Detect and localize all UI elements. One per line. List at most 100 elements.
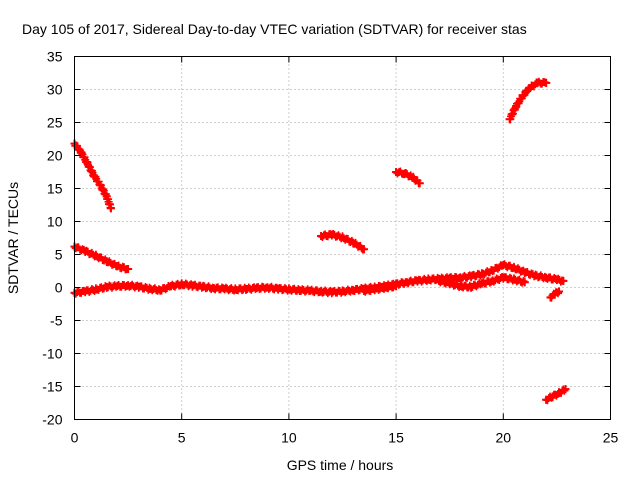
data-point: [145, 284, 154, 293]
data-point: [349, 286, 358, 295]
data-point: [113, 282, 122, 291]
data-point: [531, 271, 540, 280]
data-point: [188, 281, 197, 290]
series-track-dip-15: [359, 281, 401, 296]
data-point: [274, 284, 283, 293]
data-point: [177, 280, 186, 289]
data-point: [520, 278, 529, 287]
data-point: [542, 78, 551, 87]
data-point: [381, 283, 390, 292]
chart-title: Day 105 of 2017, Sidereal Day-to-day VTE…: [22, 21, 527, 37]
data-point: [327, 288, 336, 297]
y-tick-label: -5: [50, 313, 63, 329]
series-track-22h-small: [546, 287, 564, 302]
data-point: [392, 168, 401, 176]
data-point: [456, 273, 465, 282]
data-point: [505, 115, 514, 124]
data-point: [559, 276, 568, 285]
data-marks: [505, 77, 551, 124]
data-point: [546, 293, 555, 302]
data-point: [242, 284, 251, 293]
data-point: [400, 169, 409, 178]
data-point: [477, 270, 486, 279]
data-point: [415, 179, 424, 188]
data-marks: [70, 242, 133, 274]
data-point: [499, 273, 508, 282]
data-point: [91, 285, 100, 294]
data-point: [467, 272, 476, 281]
data-point: [338, 233, 347, 242]
data-point: [295, 286, 304, 295]
data-point: [370, 285, 379, 294]
data-point: [91, 251, 100, 260]
data-point: [220, 284, 229, 293]
data-point: [349, 238, 358, 247]
data-point: [409, 173, 418, 182]
data-point: [499, 261, 508, 270]
data-point: [555, 389, 564, 398]
y-tick-label: 10: [47, 214, 63, 230]
data-point: [76, 148, 85, 157]
data-point: [552, 275, 561, 284]
data-point: [81, 247, 90, 256]
data-point: [199, 282, 208, 291]
y-tick-label: 15: [47, 181, 63, 197]
data-point: [533, 78, 542, 87]
y-tick-label: 30: [47, 82, 63, 98]
data-point: [124, 281, 133, 290]
y-tick-label: 25: [47, 115, 63, 131]
data-point: [317, 232, 326, 241]
x-tick-label: 10: [281, 430, 297, 446]
data-point: [83, 159, 92, 168]
data-point: [434, 276, 443, 285]
data-point: [166, 282, 175, 291]
data-point: [392, 282, 401, 291]
x-tick-label: 25: [603, 430, 619, 446]
data-point: [102, 192, 111, 201]
x-tick-label: 5: [178, 430, 186, 446]
data-point: [359, 245, 368, 254]
data-point: [284, 285, 293, 294]
data-point: [555, 287, 564, 296]
data-point: [359, 286, 368, 295]
data-point: [106, 204, 115, 213]
data-point: [338, 287, 347, 296]
data-point: [488, 276, 497, 285]
y-tick-label: 0: [55, 280, 63, 296]
y-tick-label: -15: [42, 379, 62, 395]
data-point: [134, 282, 143, 291]
series-track-21h: [505, 77, 551, 124]
data-point: [548, 392, 557, 401]
data-point: [102, 257, 111, 266]
data-point: [542, 395, 551, 404]
data-point: [81, 287, 90, 296]
series-track-12h: [317, 230, 368, 254]
series-track-near-zero: [70, 260, 568, 298]
data-point: [520, 268, 529, 277]
x-tick-label: 0: [71, 430, 79, 446]
data-point: [402, 278, 411, 287]
data-point: [518, 92, 527, 101]
data-point: [102, 282, 111, 291]
data-point: [263, 283, 272, 292]
axes: 0 5 10 15 20 25 -20 -15 -10 -5 0 5 10 15 20 25 30 35: [42, 49, 618, 446]
data-point: [525, 84, 534, 93]
y-tick-label: -10: [42, 346, 62, 362]
data-point: [510, 263, 519, 272]
x-axis-label: GPS time / hours: [287, 457, 394, 473]
y-tick-label: 5: [55, 247, 63, 263]
data-point: [209, 284, 218, 293]
data-point: [510, 275, 519, 284]
series-track-from-22: [70, 139, 115, 213]
data-point: [413, 276, 422, 285]
data-point: [467, 282, 476, 291]
data-point: [550, 290, 559, 299]
y-tick-label: 35: [47, 49, 63, 65]
x-tick-label: 15: [388, 430, 404, 446]
data-point: [477, 279, 486, 288]
data-series: [70, 77, 570, 405]
x-tick-label: 20: [496, 430, 512, 446]
data-point: [561, 385, 570, 394]
data-point: [156, 286, 165, 295]
